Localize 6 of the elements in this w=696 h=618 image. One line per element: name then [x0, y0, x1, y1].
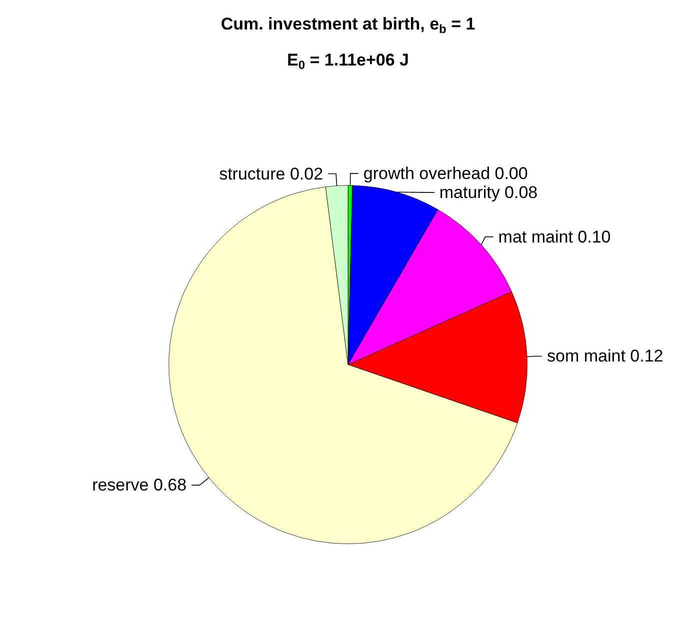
slice-label: growth overhead 0.00	[363, 164, 528, 183]
slice-label: som maint 0.12	[547, 346, 664, 366]
slice-label: structure 0.02	[219, 164, 324, 184]
slice-label: maturity 0.08	[439, 182, 538, 202]
slice-label: reserve 0.68	[92, 476, 187, 495]
slice-label: mat maint 0.10	[498, 227, 611, 246]
